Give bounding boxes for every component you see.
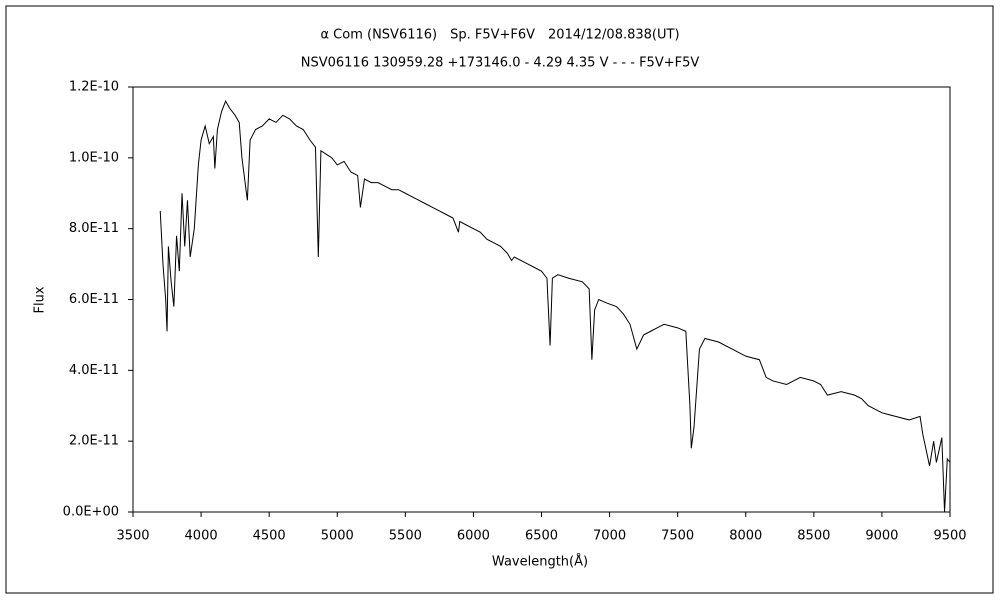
x-tick-label: 5500	[389, 529, 422, 544]
chart-title: α Com (NSV6116) Sp. F5V+F6V 2014/12/08.8…	[320, 28, 679, 43]
x-tick-label: 6000	[457, 529, 490, 544]
y-tick-label: 0.0E+00	[63, 505, 119, 520]
y-tick-label: 2.0E-11	[69, 434, 119, 449]
chart-subtitle: NSV06116 130959.28 +173146.0 - 4.29 4.35…	[301, 56, 700, 71]
x-tick-label: 9500	[933, 529, 966, 544]
y-tick-label: 4.0E-11	[69, 363, 119, 378]
x-tick-label: 3500	[116, 529, 149, 544]
spectrum-line	[159, 100, 951, 513]
x-tick-label: 4000	[185, 529, 218, 544]
x-tick-label: 7000	[593, 529, 626, 544]
x-tick-label: 5000	[321, 529, 354, 544]
y-axis-label: Flux	[33, 286, 48, 313]
y-tick-label: 1.2E-10	[69, 80, 119, 95]
x-tick-label: 7500	[661, 529, 694, 544]
x-tick-label: 4500	[253, 529, 286, 544]
x-tick-label: 6500	[525, 529, 558, 544]
x-tick-label: 9000	[865, 529, 898, 544]
frame	[5, 5, 994, 594]
y-tick-label: 8.0E-11	[69, 221, 119, 236]
x-tick-label: 8000	[729, 529, 762, 544]
x-axis-label: Wavelength(Å)	[492, 554, 588, 570]
y-tick-label: 6.0E-11	[69, 292, 119, 307]
x-tick-label: 8500	[797, 529, 830, 544]
y-tick-label: 1.0E-10	[69, 150, 119, 165]
